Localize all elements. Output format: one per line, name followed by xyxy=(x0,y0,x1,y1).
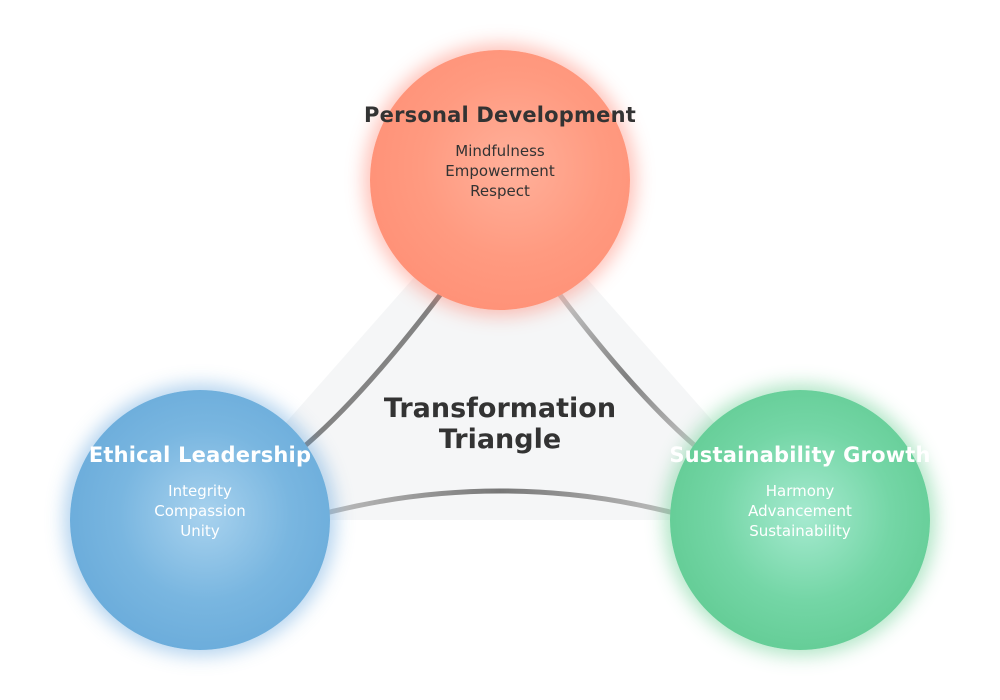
triangle-background xyxy=(200,180,800,520)
center-title: Transformation Triangle xyxy=(330,393,670,455)
node-items: Mindfulness Empowerment Respect xyxy=(445,141,554,201)
node-item: Sustainability xyxy=(749,522,851,540)
connector-personal-sustainability xyxy=(557,292,703,453)
center-title-line1: Transformation xyxy=(383,393,617,424)
node-ethical-leadership: Ethical Leadership Integrity Compassion … xyxy=(70,390,330,650)
node-item: Empowerment xyxy=(445,162,555,180)
connector-ethical-sustainability xyxy=(327,488,673,515)
center-title-line2: Triangle xyxy=(438,424,562,455)
node-item: Advancement xyxy=(748,502,852,520)
node-item: Compassion xyxy=(154,502,246,520)
node-item: Harmony xyxy=(765,482,835,500)
node-title: Sustainability Growth xyxy=(669,443,931,467)
node-title: Personal Development xyxy=(364,103,636,127)
node-item: Unity xyxy=(180,522,220,540)
node-item: Integrity xyxy=(168,482,232,500)
node-sustainability-growth: Sustainability Growth Harmony Advancemen… xyxy=(669,390,931,650)
node-title: Ethical Leadership xyxy=(88,443,312,467)
connector-personal-ethical xyxy=(297,292,443,453)
node-items: Harmony Advancement Sustainability xyxy=(748,481,852,541)
node-item: Respect xyxy=(470,182,530,200)
node-item: Mindfulness xyxy=(455,142,545,160)
node-personal-development: Personal Development Mindfulness Empower… xyxy=(364,50,636,310)
node-items: Integrity Compassion Unity xyxy=(154,481,245,541)
